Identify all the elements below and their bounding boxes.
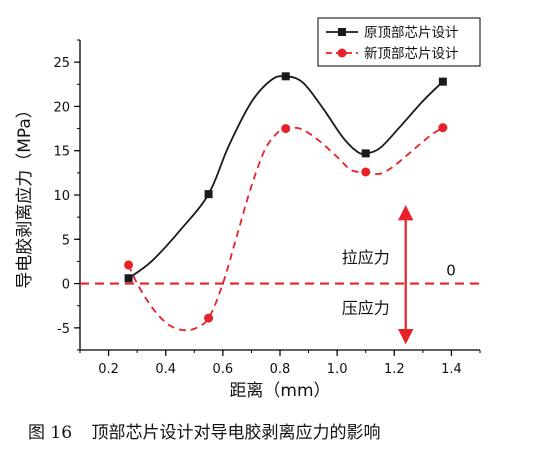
x-tick-label: 1.0 [327, 362, 348, 377]
series-2-point [281, 124, 291, 134]
y-tick-label: 15 [53, 145, 70, 160]
compressive-stress-label: 压应力 [342, 298, 390, 317]
figure-number: 图 16 [28, 423, 73, 443]
x-tick-label: 1.2 [384, 362, 405, 377]
x-tick-label: 0.4 [155, 362, 176, 377]
legend-label-2: 新顶部芯片设计 [364, 46, 459, 62]
series-2-point [361, 167, 371, 177]
series-line-2 [127, 126, 444, 332]
y-tick-label: 0 [62, 278, 70, 293]
x-tick-label: 0.6 [213, 362, 234, 377]
x-axis-label: 距离（mm） [229, 381, 330, 401]
y-axis-label: 导电胶剥离应力（MPa） [15, 101, 35, 289]
series-2-point [204, 313, 214, 323]
x-tick-label: 1.4 [441, 362, 462, 377]
series-1-point [438, 77, 447, 86]
legend-marker-1 [338, 28, 346, 36]
zero-reference-label: 0 [446, 262, 456, 280]
y-tick-label: 25 [53, 56, 70, 71]
series-1-point [361, 149, 370, 158]
figure-title: 顶部芯片设计对导电胶剥离应力的影响 [91, 423, 381, 443]
legend-box [317, 17, 481, 67]
series-2-point [438, 123, 448, 133]
figure-caption: 图 16 顶部芯片设计对导电胶剥离应力的影响 [0, 418, 542, 443]
y-tick-label: -5 [57, 322, 70, 337]
series-1-point [281, 72, 290, 81]
series-2-point [124, 260, 134, 270]
y-tick-label: 20 [53, 100, 70, 115]
y-tick-label: 10 [53, 189, 70, 204]
tensile-stress-label: 拉应力 [342, 248, 390, 267]
series-1-point [204, 190, 213, 199]
x-tick-label: 0.8 [270, 362, 291, 377]
series-1-point [124, 274, 133, 283]
legend-marker-2 [337, 48, 347, 58]
series-line-1 [128, 75, 444, 279]
y-tick-label: 5 [62, 233, 70, 248]
plot-layer: 0.2 0.4 0.6 0.8 1.0 1.2 1.4 -5 0 5 10 15 20 25 距离（mm） 导… [15, 17, 481, 401]
legend-label-1: 原顶部芯片设计 [364, 25, 459, 41]
x-tick-label: 0.2 [98, 362, 119, 377]
